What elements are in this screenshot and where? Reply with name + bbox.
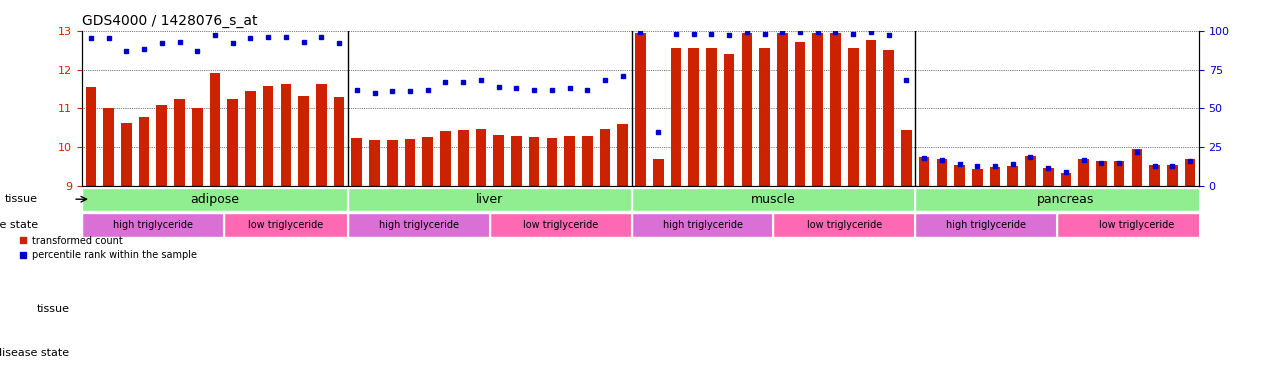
Bar	[1150, 165, 1160, 186]
Bar	[936, 159, 948, 186]
Bar	[989, 167, 1001, 186]
Bar	[1185, 159, 1195, 186]
Bar	[795, 42, 805, 186]
Text: GDS4000 / 1428076_s_at: GDS4000 / 1428076_s_at	[82, 14, 257, 28]
Text: high triglyceride: high triglyceride	[379, 220, 459, 230]
Bar	[652, 159, 664, 186]
Bar	[582, 136, 593, 186]
Bar	[1097, 161, 1107, 186]
Bar	[82, 214, 223, 237]
Bar	[405, 139, 415, 186]
Bar	[348, 187, 631, 211]
Bar	[156, 104, 167, 186]
Bar	[1025, 156, 1036, 186]
Bar	[1042, 167, 1054, 186]
Bar	[774, 214, 915, 237]
Bar	[813, 33, 823, 186]
Bar	[742, 33, 752, 186]
Bar	[476, 129, 486, 186]
Bar	[192, 108, 203, 186]
Text: low triglyceride: low triglyceride	[806, 220, 882, 230]
Bar	[564, 136, 575, 186]
Bar	[688, 48, 699, 186]
Text: liver: liver	[476, 193, 504, 206]
Text: low triglyceride: low triglyceride	[249, 220, 323, 230]
Bar	[1167, 165, 1177, 186]
Bar	[511, 136, 521, 186]
Bar	[121, 123, 131, 186]
Bar	[631, 214, 774, 237]
Text: high triglyceride: high triglyceride	[663, 220, 742, 230]
Text: pancreas: pancreas	[1037, 193, 1094, 206]
Bar	[262, 86, 274, 186]
Bar	[370, 141, 380, 186]
Bar	[760, 48, 770, 186]
Bar	[280, 84, 292, 186]
Bar	[972, 169, 983, 186]
Bar	[458, 130, 468, 186]
Bar	[1114, 161, 1124, 186]
Bar	[915, 214, 1058, 237]
Bar	[316, 84, 327, 186]
Bar	[954, 165, 965, 186]
Text: disease state: disease state	[0, 220, 38, 230]
Bar	[103, 108, 114, 186]
Bar	[1060, 173, 1071, 186]
Bar	[423, 137, 433, 186]
Bar	[86, 87, 96, 186]
Bar	[617, 124, 628, 186]
Bar	[724, 54, 734, 186]
Text: high triglyceride: high triglyceride	[112, 220, 193, 230]
Bar	[387, 140, 398, 186]
Bar	[919, 157, 929, 186]
Bar	[1058, 214, 1217, 237]
Bar	[670, 48, 681, 186]
Text: disease state: disease state	[0, 348, 69, 358]
Bar	[490, 214, 631, 237]
Text: tissue: tissue	[5, 194, 38, 204]
Bar	[352, 137, 362, 186]
Text: low triglyceride: low triglyceride	[1099, 220, 1175, 230]
Bar	[245, 91, 256, 186]
Bar	[298, 96, 309, 186]
Bar	[883, 50, 893, 186]
Bar	[223, 214, 348, 237]
Bar	[1007, 166, 1018, 186]
Text: muscle: muscle	[751, 193, 796, 206]
Bar	[777, 33, 787, 186]
Bar	[82, 187, 348, 211]
Legend: transformed count, percentile rank within the sample: transformed count, percentile rank withi…	[14, 232, 201, 264]
Bar	[493, 135, 504, 186]
Bar	[830, 33, 840, 186]
Bar	[635, 33, 646, 186]
Bar	[139, 117, 149, 186]
Bar	[1078, 159, 1089, 186]
Bar	[705, 48, 717, 186]
Bar	[866, 40, 876, 186]
Text: low triglyceride: low triglyceride	[522, 220, 598, 230]
Text: high triglyceride: high triglyceride	[946, 220, 1026, 230]
Bar	[546, 137, 557, 186]
Bar	[1132, 149, 1142, 186]
Bar	[440, 131, 451, 186]
Bar	[348, 214, 490, 237]
Bar	[915, 187, 1217, 211]
Bar	[901, 130, 911, 186]
Bar	[209, 73, 221, 186]
Bar	[599, 129, 611, 186]
Bar	[333, 97, 345, 186]
Bar	[227, 99, 239, 186]
Text: tissue: tissue	[37, 304, 69, 314]
Bar	[631, 187, 915, 211]
Bar	[848, 48, 858, 186]
Bar	[529, 137, 539, 186]
Text: adipose: adipose	[191, 193, 240, 206]
Bar	[174, 99, 184, 186]
